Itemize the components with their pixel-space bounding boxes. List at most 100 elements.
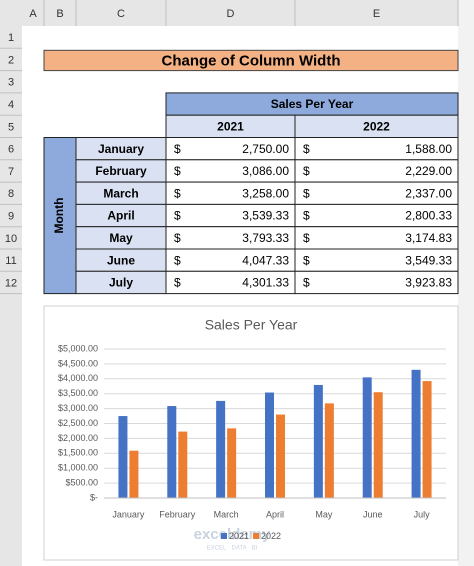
year-label: 2022: [363, 120, 390, 134]
legend-label: 2022: [261, 531, 281, 541]
row-number: 12: [5, 277, 17, 289]
x-tick-label: June: [363, 509, 383, 519]
row-number: 2: [8, 54, 14, 66]
chart-frame: [43, 305, 459, 561]
bar: [324, 403, 334, 498]
currency-symbol: $: [174, 142, 181, 156]
cell-value: 3,539.33: [242, 209, 289, 223]
currency-symbol: $: [174, 253, 181, 267]
legend-swatch: [221, 533, 227, 539]
cell-value: 4,047.33: [242, 253, 289, 267]
watermark-tagline: EXCEL · DATA · BI: [207, 546, 258, 552]
y-tick-label: $4,000.00: [58, 373, 98, 383]
y-tick-label: $-: [90, 492, 98, 502]
right-margin: [458, 0, 474, 566]
bar: [227, 428, 237, 498]
bar: [118, 416, 128, 498]
row-number: 9: [8, 210, 14, 222]
title-cell: [43, 49, 459, 72]
row-number: 3: [8, 77, 14, 89]
y-tick-label: $4,500.00: [58, 358, 98, 368]
y-tick-label: $1,500.00: [58, 448, 98, 458]
currency-symbol: $: [303, 231, 310, 245]
x-tick-label: April: [266, 509, 284, 519]
cell-value: 4,301.33: [242, 276, 289, 290]
row-label-cell: [43, 137, 77, 295]
month-label: April: [107, 209, 134, 223]
bar: [265, 392, 274, 498]
y-tick-label: $5,000.00: [58, 343, 98, 353]
bar: [216, 400, 226, 498]
currency-symbol: $: [174, 231, 181, 245]
x-tick-label: January: [112, 509, 145, 519]
month-label: July: [109, 276, 133, 290]
currency-symbol: $: [174, 209, 181, 223]
bar: [362, 377, 372, 498]
x-tick-label: July: [414, 509, 431, 519]
table-header: Sales Per Year: [271, 97, 354, 111]
currency-symbol: $: [174, 164, 181, 178]
cell-value: 3,549.33: [405, 253, 452, 267]
row-number: 10: [5, 233, 17, 245]
column-header: D: [227, 8, 235, 20]
column-header: B: [56, 8, 63, 20]
column-header: A: [29, 8, 37, 20]
cell-value: 2,337.00: [405, 186, 452, 200]
month-label: January: [98, 142, 144, 156]
x-tick-label: May: [315, 509, 333, 519]
cell-value: 3,086.00: [242, 164, 289, 178]
y-tick-label: $1,000.00: [58, 463, 98, 473]
bar: [129, 450, 139, 498]
y-tick-label: $2,000.00: [58, 433, 98, 443]
currency-symbol: $: [303, 142, 310, 156]
bar: [276, 414, 285, 498]
bar: [373, 392, 383, 498]
row-label: Month: [52, 198, 66, 234]
chart-title: Sales Per Year: [205, 317, 298, 333]
x-tick-label: March: [214, 509, 239, 519]
row-number: 11: [5, 255, 16, 267]
value-cell: [294, 270, 459, 295]
currency-symbol: $: [303, 253, 310, 267]
currency-symbol: $: [303, 186, 310, 200]
column-header: C: [117, 8, 125, 20]
y-tick-label: $500.00: [65, 477, 98, 487]
bar: [167, 406, 177, 498]
year-label: 2021: [217, 120, 244, 134]
legend-swatch: [253, 533, 259, 539]
currency-symbol: $: [174, 276, 181, 290]
cell-value: 3,793.33: [242, 231, 289, 245]
row-number: 6: [8, 144, 14, 156]
month-label: March: [103, 186, 138, 200]
currency-symbol: $: [303, 276, 310, 290]
cell-value: 3,174.83: [405, 231, 452, 245]
sheet-title: Change of Column Width: [161, 52, 340, 69]
cell-value: 3,923.83: [405, 276, 452, 290]
bar: [411, 369, 421, 498]
cell-value: 2,750.00: [242, 142, 289, 156]
row-header-bar: [0, 0, 22, 566]
x-tick-label: February: [159, 509, 196, 519]
y-tick-label: $2,500.00: [58, 418, 98, 428]
currency-symbol: $: [303, 209, 310, 223]
row-number: 7: [8, 166, 14, 178]
cell-value: 2,800.33: [405, 209, 452, 223]
row-number: 4: [8, 99, 14, 111]
row-number: 1: [8, 32, 14, 44]
bar: [422, 381, 432, 498]
y-tick-label: $3,000.00: [58, 403, 98, 413]
row-number: 5: [8, 121, 14, 133]
legend-label: 2021: [229, 531, 249, 541]
bar: [313, 384, 323, 498]
currency-symbol: $: [174, 186, 181, 200]
cell-value: 2,229.00: [405, 164, 452, 178]
y-tick-label: $3,500.00: [58, 388, 98, 398]
row-number: 8: [8, 188, 14, 200]
month-label: June: [107, 253, 135, 267]
cell-value: 1,588.00: [405, 142, 452, 156]
column-header: E: [373, 8, 380, 20]
currency-symbol: $: [303, 164, 310, 178]
month-label: May: [109, 231, 133, 245]
bar: [178, 431, 188, 498]
